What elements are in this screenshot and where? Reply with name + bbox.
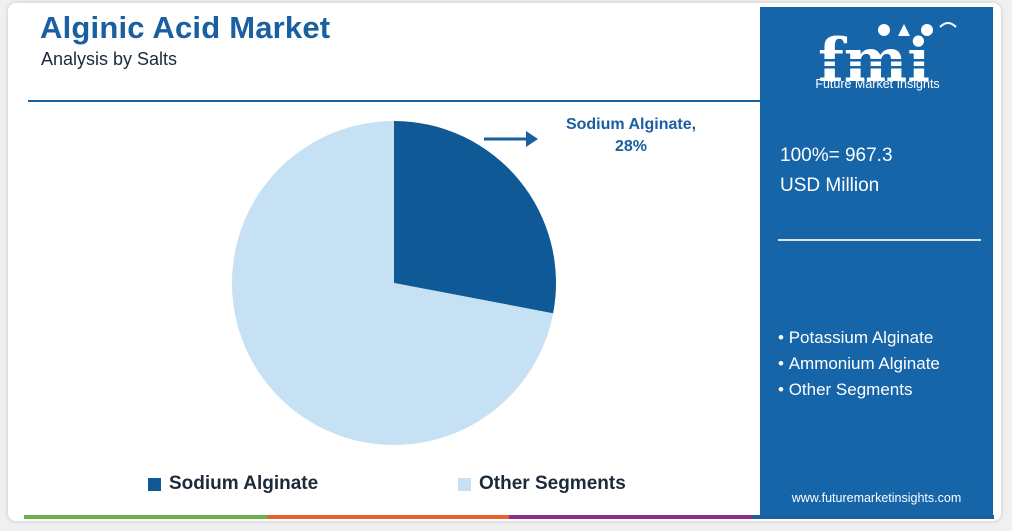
list-item: Potassium Alginate: [778, 325, 940, 351]
list-item: Other Segments: [778, 377, 940, 403]
fmi-logo: fmi: [810, 22, 957, 96]
website-url: www.futuremarketinsights.com: [791, 491, 962, 505]
pie-chart: [232, 121, 557, 446]
color-strip-blue: [751, 515, 994, 519]
chart-card: Alginic Acid Market Analysis by Salts So…: [8, 3, 1001, 521]
list-item: Ammonium Alginate: [778, 351, 940, 377]
color-strip-orange: [266, 515, 509, 519]
callout-value: 28%: [614, 138, 648, 155]
pie-slice-sodium-alginate: [394, 121, 557, 314]
side-panel: fmi Future Market Insights 100%= 967.3 U…: [760, 7, 993, 517]
legend-label: Other Segments: [479, 473, 626, 494]
market-total: 100%= 967.3 USD Million: [780, 141, 893, 201]
color-strip-green: [24, 515, 267, 519]
chart-subtitle: Analysis by Salts: [41, 49, 178, 69]
pie-slice-other-segments: [232, 121, 554, 446]
callout-arrow: [484, 131, 538, 147]
total-value: 100%= 967.3: [780, 145, 893, 166]
title-divider: [28, 100, 760, 102]
legend-swatch: [148, 477, 161, 491]
legend-label: Sodium Alginate: [169, 473, 319, 494]
color-strip: [24, 515, 994, 519]
legend-item-other-segments: Other Segments: [458, 473, 626, 495]
chart-title: Alginic Acid Market: [40, 10, 331, 45]
color-strip-purple: [509, 515, 752, 519]
legend-item-sodium-alginate: Sodium Alginate: [148, 473, 318, 495]
logo-tagline: Future Market Insights: [815, 77, 940, 91]
panel-divider: [778, 239, 981, 241]
sodium-alginate-callout: Sodium Alginate, 28%: [536, 114, 726, 158]
total-unit: USD Million: [780, 175, 880, 196]
other-segments-list: Potassium Alginate Ammonium Alginate Oth…: [778, 325, 940, 403]
legend-swatch: [458, 477, 471, 491]
callout-name: Sodium Alginate,: [565, 116, 697, 133]
